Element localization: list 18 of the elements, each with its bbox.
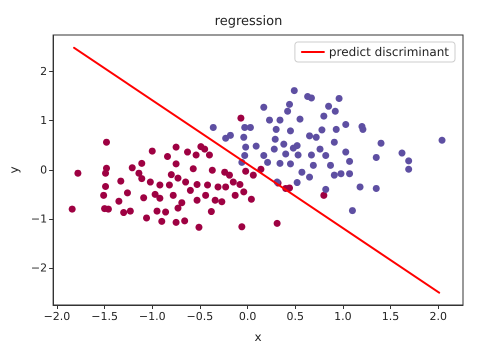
x-tick-label: −1.0 (138, 310, 166, 323)
x-tick-label: 1.0 (334, 310, 352, 323)
x-tick-label: −0.5 (186, 310, 214, 323)
y-axis-title: y (7, 166, 21, 174)
x-tick-label: 0.5 (286, 310, 304, 323)
x-axis-title: x (254, 330, 262, 344)
x-tick-label: 2.0 (429, 310, 447, 323)
x-tick-label: −1.5 (91, 310, 118, 323)
y-tick-label: 1 (40, 114, 48, 128)
x-tick-label: −2.0 (44, 310, 70, 323)
chart-title: regression (214, 14, 282, 29)
legend-label: predict discriminant (328, 45, 450, 59)
y-tick-label: 0 (40, 163, 48, 176)
y-tick-label: −1 (30, 212, 48, 226)
y-tick-label: 2 (40, 64, 48, 78)
x-tick-label: 0.0 (238, 310, 256, 323)
x-tick-label: 1.5 (382, 310, 400, 323)
y-tick-label: −2 (30, 262, 48, 275)
